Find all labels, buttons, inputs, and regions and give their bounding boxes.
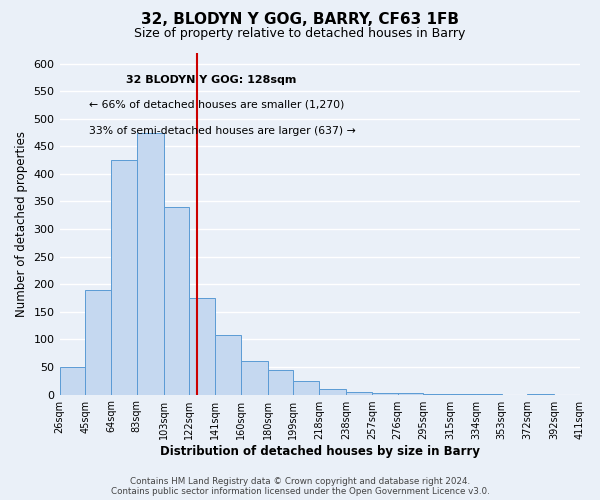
- Bar: [346, 392, 372, 394]
- X-axis label: Distribution of detached houses by size in Barry: Distribution of detached houses by size …: [160, 444, 480, 458]
- Bar: [268, 370, 293, 394]
- Bar: [319, 389, 346, 394]
- Bar: [164, 207, 190, 394]
- Text: 32, BLODYN Y GOG, BARRY, CF63 1FB: 32, BLODYN Y GOG, BARRY, CF63 1FB: [141, 12, 459, 28]
- Y-axis label: Number of detached properties: Number of detached properties: [15, 130, 28, 316]
- Text: Contains HM Land Registry data © Crown copyright and database right 2024.: Contains HM Land Registry data © Crown c…: [130, 477, 470, 486]
- Bar: [215, 335, 241, 394]
- Bar: [372, 393, 398, 394]
- Bar: [137, 132, 164, 394]
- Bar: [111, 160, 137, 394]
- Text: 33% of semi-detached houses are larger (637) →: 33% of semi-detached houses are larger (…: [89, 126, 355, 136]
- Bar: [293, 381, 319, 394]
- Text: ← 66% of detached houses are smaller (1,270): ← 66% of detached houses are smaller (1,…: [89, 100, 344, 110]
- Text: Size of property relative to detached houses in Barry: Size of property relative to detached ho…: [134, 28, 466, 40]
- Text: Contains public sector information licensed under the Open Government Licence v3: Contains public sector information licen…: [110, 487, 490, 496]
- Text: 32 BLODYN Y GOG: 128sqm: 32 BLODYN Y GOG: 128sqm: [127, 74, 296, 85]
- Bar: [241, 362, 268, 394]
- Bar: [59, 367, 85, 394]
- Bar: [85, 290, 111, 395]
- Bar: [190, 298, 215, 394]
